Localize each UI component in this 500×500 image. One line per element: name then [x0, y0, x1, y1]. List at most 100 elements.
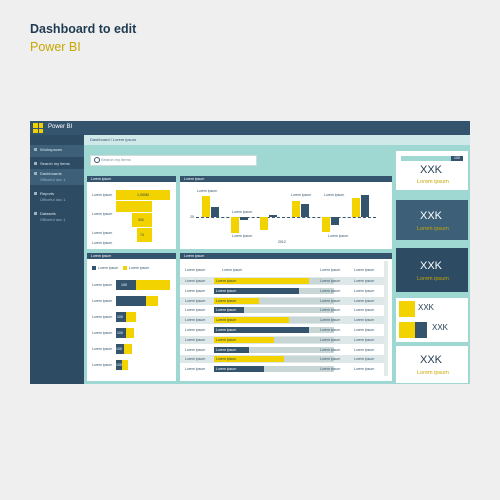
table-row[interactable]: Lorem ipsum Lorem ipsum Lorem ipsum Lorem i…	[180, 365, 384, 374]
table-cell: Lorem ipsum	[216, 328, 237, 332]
kpi-label: Lorem ipsum	[417, 179, 449, 185]
column	[202, 196, 210, 217]
kpi-label: Lorem ipsum	[417, 226, 449, 232]
table-cell: Lorem ipsum	[185, 367, 206, 372]
chart-label: Lorem ipsum	[232, 210, 253, 214]
sidebar-item-workspaces[interactable]: Workspaces	[30, 145, 84, 157]
column	[292, 201, 300, 217]
kpi-value: XXK	[418, 303, 435, 312]
chart-label: Lorem ipsum	[197, 189, 218, 193]
table-cell: Lorem ipsum	[354, 298, 375, 303]
table-cell: Lorem ipsum	[185, 318, 206, 323]
row-label: Lorem ipsum	[92, 241, 113, 245]
column	[352, 198, 360, 217]
kpi-card-4[interactable]: XXK XXK	[396, 298, 468, 342]
table-cell: Lorem ipsum	[216, 357, 237, 362]
table-row[interactable]: Lorem ipsum Lorem ipsum Lorem ipsum Lorem i…	[180, 335, 384, 344]
column	[301, 204, 309, 217]
column-header: Lorem ipsum	[185, 268, 206, 272]
table-cell: Lorem ipsum	[320, 357, 341, 362]
breadcrumb[interactable]: Dashboard / Lorem ipsum	[90, 137, 137, 142]
bar-value: 100	[117, 331, 123, 335]
table-row[interactable]: Lorem ipsum Lorem ipsum Lorem ipsum Lorem i…	[180, 345, 384, 354]
table-cell: Lorem ipsum	[185, 357, 206, 362]
bar	[146, 296, 158, 306]
kpi-card-1[interactable]: 100 XXK Lorem ipsum	[396, 151, 468, 190]
table-cell: Lorem ipsum	[320, 318, 341, 323]
row-bar	[214, 307, 244, 314]
bar	[132, 213, 152, 227]
card-table[interactable]: Lorem ipsum Lorem ipsum Lorem ipsum Lore…	[180, 253, 392, 381]
kpi-card-3[interactable]: XXK Lorem ipsum	[396, 248, 468, 292]
progress-fill	[401, 156, 451, 161]
row-bar	[214, 287, 299, 294]
table-row[interactable]: Lorem ipsum Lorem ipsum Lorem ipsum Lorem i…	[180, 355, 384, 364]
table-cell: Lorem ipsum	[216, 347, 237, 352]
table-cell: Lorem ipsum	[216, 288, 237, 293]
table-cell: Lorem ipsum	[354, 367, 375, 372]
table-cell: Lorem ipsum	[216, 279, 237, 283]
table-row[interactable]: Lorem ipsum Lorem ipsum Lorem ipsum Lorem i…	[180, 326, 384, 334]
kpi-value: XXK	[420, 260, 443, 272]
column	[269, 215, 277, 217]
table-row[interactable]: Lorem ipsum Lorem ipsum Lorem ipsum Lorem i…	[180, 316, 384, 325]
table-cell: Lorem ipsum	[320, 288, 341, 293]
scrollbar[interactable]	[384, 261, 388, 376]
breadcrumb-bar: Dashboard / Lorem ipsum	[84, 135, 470, 145]
bar	[136, 280, 170, 290]
card-stacked-bars[interactable]: Lorem ipsum Lorem ipsum Lorem ipsum Lore…	[87, 253, 176, 381]
legend-label: Lorem ipsum	[129, 266, 150, 270]
table-cell: Lorem ipsum	[320, 337, 341, 342]
chart-label: Lorem ipsum	[324, 193, 345, 197]
table-cell: Lorem ipsum	[320, 367, 341, 372]
legend-swatch	[92, 266, 96, 270]
table-cell: Lorem ipsum	[185, 308, 206, 313]
axis-label: 20	[190, 215, 194, 219]
chart-label: Lorem ipsum	[291, 193, 312, 197]
column	[211, 207, 219, 217]
bar	[116, 344, 124, 354]
column	[240, 217, 248, 220]
report-icon	[34, 192, 37, 195]
table-cell: Lorem ipsum	[185, 298, 206, 303]
card-top-bars[interactable]: Lorem ipsum Lorem ipsum 1,000M Lorem ips…	[87, 176, 176, 249]
table-cell: Lorem ipsum	[320, 308, 341, 313]
table-cell: Lorem ipsum	[320, 279, 341, 283]
row-bar-track	[214, 336, 334, 343]
card-title: Lorem ipsum	[184, 253, 205, 258]
dashboard-window: Power BI Workspaces Search my items Dash…	[30, 121, 470, 384]
sidebar-item-reports[interactable]: Reports Officeful doc 1	[30, 189, 84, 205]
sidebar-item-datasets[interactable]: Datasets Officeful doc 1	[30, 209, 84, 225]
sidebar-item-dashboards[interactable]: Dashboards Officeful doc 1	[30, 169, 84, 185]
search-input[interactable]: Search my items	[90, 155, 257, 166]
column-header: Lorem ipsum	[222, 268, 243, 272]
app-logo-icon[interactable]	[33, 123, 43, 133]
bar-value: 300	[138, 218, 144, 222]
chart-label: Lorem ipsum	[328, 234, 349, 238]
sidebar-item-search[interactable]: Search my items	[30, 159, 84, 169]
row-bar-track	[214, 297, 334, 304]
kpi-card-2[interactable]: XXK Lorem ipsum	[396, 200, 468, 240]
table-row[interactable]: Lorem ipsum Lorem ipsum Lorem ipsum Lorem i…	[180, 277, 384, 285]
bar-value: 100	[117, 315, 123, 319]
table-cell: Lorem ipsum	[216, 298, 237, 303]
card-title: Lorem ipsum	[91, 176, 112, 181]
search-icon	[34, 162, 37, 165]
tile	[399, 322, 415, 338]
table-cell: Lorem ipsum	[354, 279, 375, 283]
table-row[interactable]: Lorem ipsum Lorem ipsum Lorem ipsum Lorem i…	[180, 306, 384, 315]
page-subtitle: Power BI	[30, 40, 81, 54]
column-header: Lorem ipsum	[354, 268, 375, 272]
table-row[interactable]: Lorem ipsum Lorem ipsum Lorem ipsum Lorem i…	[180, 296, 384, 305]
table-cell: Lorem ipsum	[354, 347, 375, 352]
chart-label: Lorem ipsum	[232, 234, 253, 238]
row-bar-track	[214, 307, 334, 314]
column	[361, 195, 369, 217]
kpi-card-5[interactable]: XXK Lorem ipsum	[396, 346, 468, 383]
table-cell: Lorem ipsum	[185, 279, 206, 283]
table-row[interactable]: Lorem ipsum Lorem ipsum Lorem ipsum Lorem i…	[180, 286, 384, 295]
card-column-chart[interactable]: Lorem ipsum Lorem ipsum Lorem ipsum Lore…	[180, 176, 392, 249]
row-label: Lorem ipsum	[92, 212, 113, 216]
table-cell: Lorem ipsum	[185, 288, 206, 293]
bar	[126, 312, 136, 322]
